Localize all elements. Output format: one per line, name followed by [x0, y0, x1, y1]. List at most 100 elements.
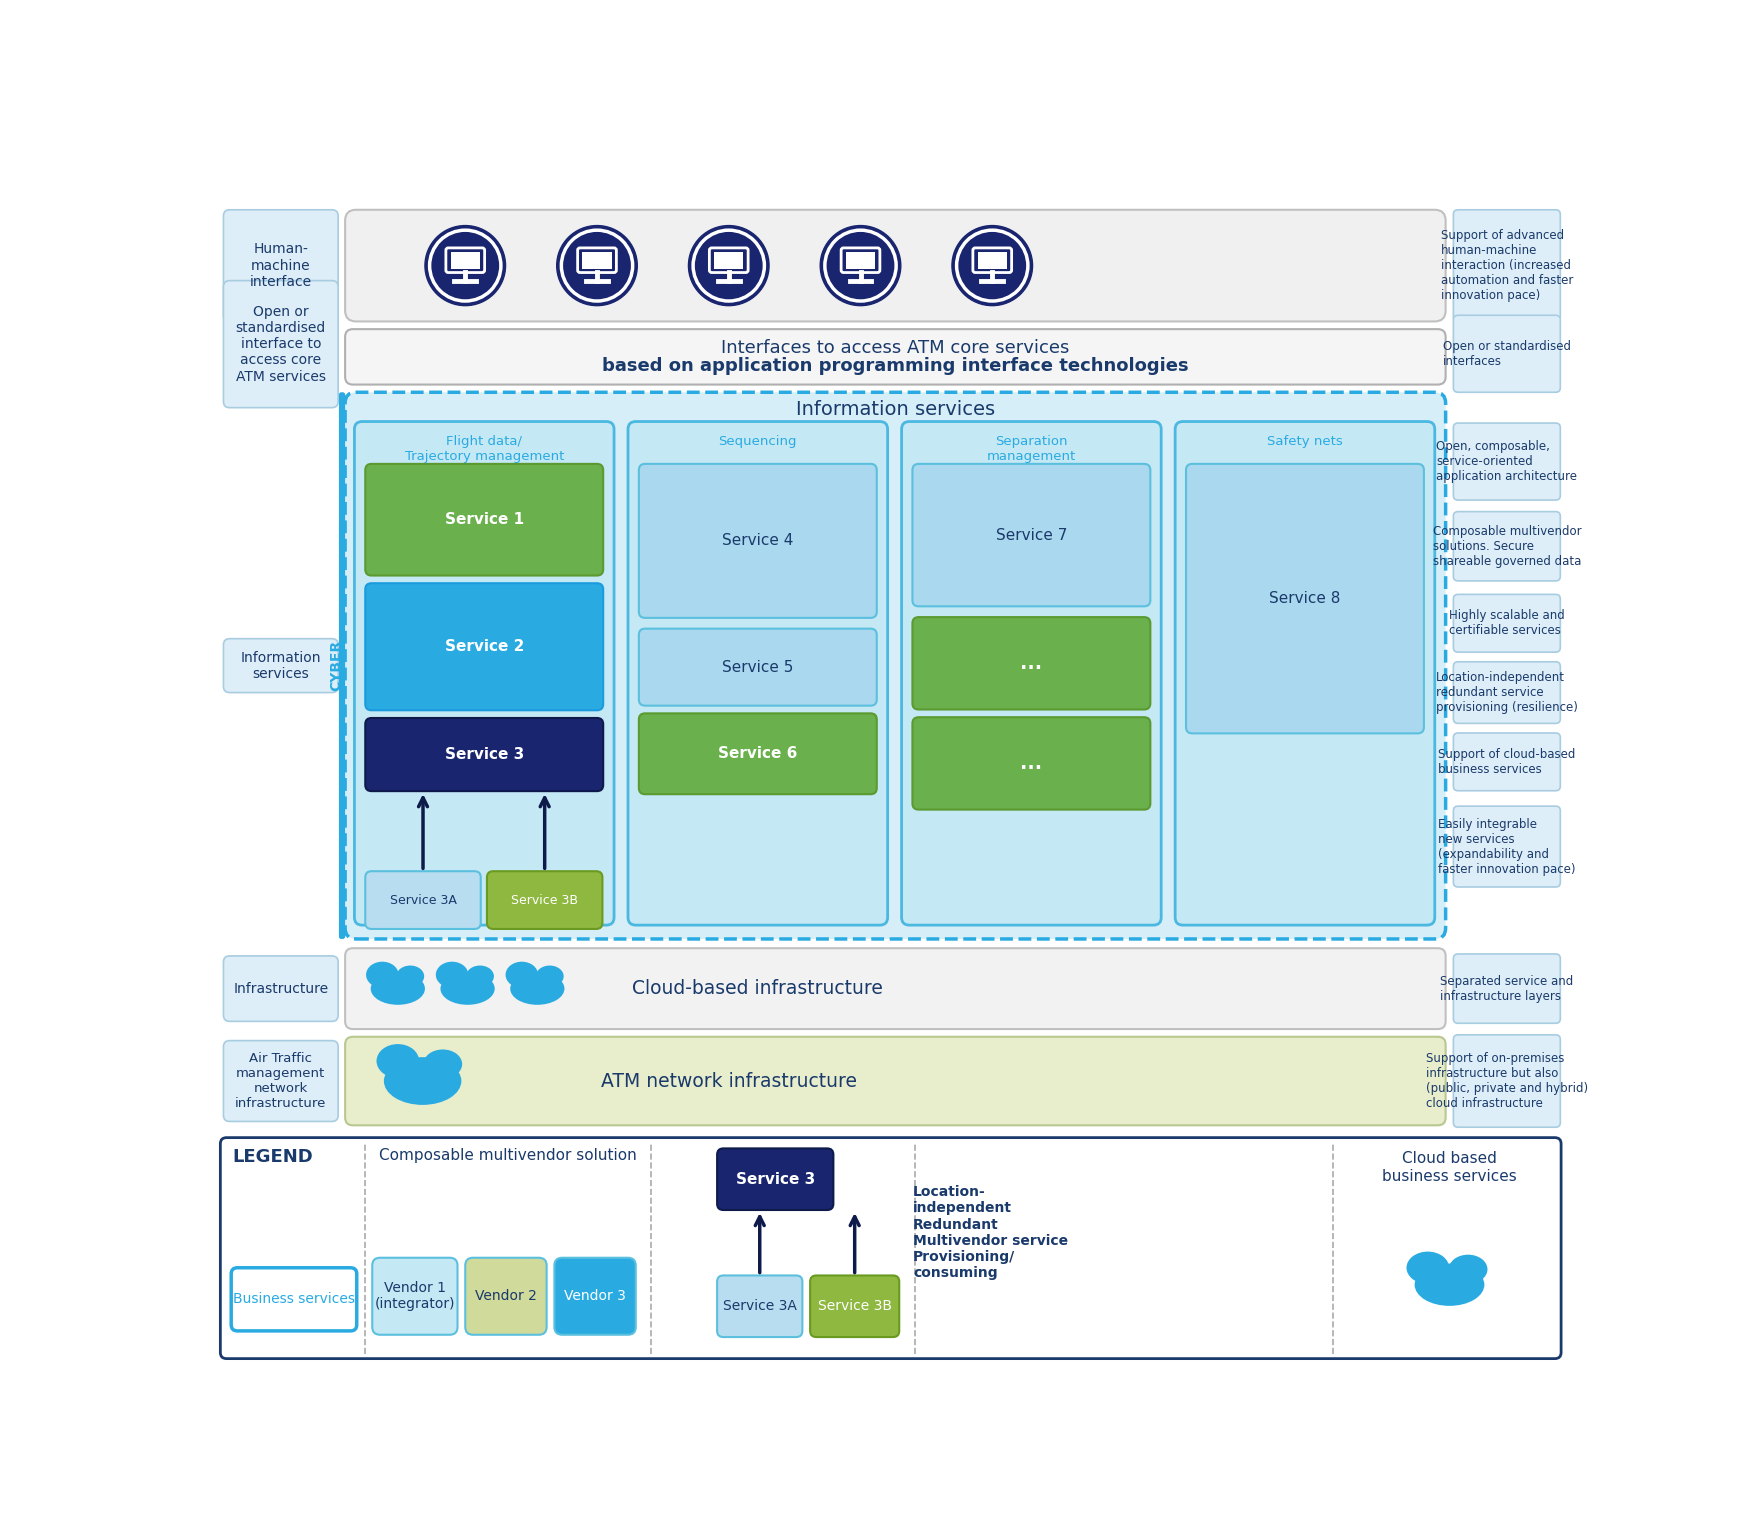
FancyBboxPatch shape [365, 871, 481, 929]
FancyBboxPatch shape [224, 1040, 339, 1121]
FancyBboxPatch shape [1453, 806, 1561, 887]
Text: Business services: Business services [233, 1293, 355, 1307]
Ellipse shape [424, 1050, 462, 1079]
Text: Service 3A: Service 3A [389, 894, 457, 907]
FancyBboxPatch shape [224, 280, 339, 407]
Text: Support of on-premises
infrastructure but also
(public, private and hybrid)
clou: Support of on-premises infrastructure bu… [1425, 1053, 1589, 1111]
FancyBboxPatch shape [447, 248, 485, 272]
Text: Service 5: Service 5 [721, 659, 794, 675]
FancyBboxPatch shape [339, 392, 346, 939]
FancyBboxPatch shape [902, 422, 1161, 926]
FancyBboxPatch shape [1453, 511, 1561, 581]
FancyBboxPatch shape [365, 464, 603, 575]
FancyBboxPatch shape [640, 464, 876, 618]
FancyBboxPatch shape [709, 248, 747, 272]
Text: Service 3A: Service 3A [723, 1299, 796, 1313]
Ellipse shape [384, 1057, 461, 1105]
FancyBboxPatch shape [346, 210, 1446, 321]
FancyBboxPatch shape [365, 583, 603, 710]
Text: Open or
standardised
interface to
access core
ATM services: Open or standardised interface to access… [236, 304, 327, 384]
Text: Service 6: Service 6 [718, 747, 798, 762]
Ellipse shape [1449, 1255, 1488, 1284]
Text: Interfaces to access ATM core services: Interfaces to access ATM core services [721, 338, 1069, 356]
FancyBboxPatch shape [1453, 662, 1561, 724]
Text: Air Traffic
management
network
infrastructure: Air Traffic management network infrastru… [235, 1053, 327, 1111]
Text: Human-
machine
interface: Human- machine interface [250, 242, 311, 289]
FancyBboxPatch shape [973, 248, 1012, 272]
Ellipse shape [466, 965, 494, 987]
FancyBboxPatch shape [487, 871, 603, 929]
Text: Composable multivendor
solutions. Secure
shareable governed data: Composable multivendor solutions. Secure… [1432, 525, 1582, 568]
FancyBboxPatch shape [346, 329, 1446, 384]
Text: Service 3: Service 3 [735, 1172, 815, 1187]
FancyBboxPatch shape [1453, 1034, 1561, 1128]
Text: Cloud based
business services: Cloud based business services [1382, 1152, 1517, 1184]
Text: Location-
independent
Redundant
Multivendor service
Provisioning/
consuming: Location- independent Redundant Multiven… [912, 1186, 1069, 1281]
Text: Support of cloud-based
business services: Support of cloud-based business services [1437, 748, 1576, 776]
Text: Service 8: Service 8 [1269, 591, 1340, 606]
Ellipse shape [535, 965, 563, 987]
Ellipse shape [1415, 1264, 1484, 1307]
FancyBboxPatch shape [718, 1276, 803, 1337]
Text: Service 3: Service 3 [445, 747, 523, 762]
Text: Easily integrable
new services
(expandability and
faster innovation pace): Easily integrable new services (expandab… [1437, 817, 1576, 875]
Ellipse shape [511, 973, 565, 1005]
FancyBboxPatch shape [912, 617, 1151, 710]
Circle shape [426, 225, 506, 306]
FancyBboxPatch shape [627, 422, 888, 926]
FancyBboxPatch shape [224, 638, 339, 693]
Text: Open, composable,
service-oriented
application architecture: Open, composable, service-oriented appli… [1436, 441, 1578, 483]
FancyBboxPatch shape [1453, 733, 1561, 791]
Ellipse shape [506, 962, 539, 988]
FancyBboxPatch shape [372, 1258, 457, 1334]
Text: Sequencing: Sequencing [718, 436, 798, 448]
Text: Separated service and
infrastructure layers: Separated service and infrastructure lay… [1441, 975, 1573, 1002]
FancyBboxPatch shape [577, 248, 617, 272]
Bar [977, 252, 1006, 269]
Ellipse shape [367, 962, 398, 988]
FancyBboxPatch shape [810, 1276, 899, 1337]
Text: Information
services: Information services [240, 650, 322, 681]
Text: Safety nets: Safety nets [1267, 436, 1343, 448]
Text: Vendor 3: Vendor 3 [565, 1290, 626, 1304]
Text: Support of advanced
human-machine
interaction (increased
automation and faster
i: Support of advanced human-machine intera… [1441, 230, 1573, 301]
FancyBboxPatch shape [841, 248, 879, 272]
Text: Flight data/
Trajectory management: Flight data/ Trajectory management [405, 436, 563, 464]
Text: based on application programming interface technologies: based on application programming interfa… [601, 356, 1189, 375]
Text: Service 7: Service 7 [996, 528, 1067, 543]
Bar [450, 252, 480, 269]
Text: Service 3B: Service 3B [817, 1299, 892, 1313]
FancyBboxPatch shape [355, 422, 614, 926]
FancyBboxPatch shape [346, 392, 1446, 939]
Text: CYBER: CYBER [328, 640, 342, 692]
Text: Separation
management: Separation management [987, 436, 1076, 464]
Text: Vendor 2: Vendor 2 [474, 1290, 537, 1304]
FancyBboxPatch shape [1453, 210, 1561, 321]
FancyBboxPatch shape [466, 1258, 547, 1334]
Text: Cloud-based infrastructure: Cloud-based infrastructure [633, 979, 883, 998]
Text: Infrastructure: Infrastructure [233, 982, 328, 996]
FancyBboxPatch shape [346, 1037, 1446, 1125]
Text: Service 3B: Service 3B [511, 894, 579, 907]
FancyBboxPatch shape [1453, 315, 1561, 392]
Text: ...: ... [1020, 653, 1043, 673]
Ellipse shape [1406, 1252, 1449, 1284]
FancyBboxPatch shape [1453, 594, 1561, 652]
FancyBboxPatch shape [718, 1149, 834, 1210]
FancyBboxPatch shape [640, 713, 876, 794]
Ellipse shape [396, 965, 424, 987]
Text: Service 4: Service 4 [721, 534, 794, 548]
FancyBboxPatch shape [1453, 955, 1561, 1024]
Circle shape [688, 225, 768, 306]
Ellipse shape [440, 973, 495, 1005]
Circle shape [820, 225, 900, 306]
FancyBboxPatch shape [224, 210, 339, 321]
FancyBboxPatch shape [231, 1268, 356, 1331]
Text: Open or standardised
interfaces: Open or standardised interfaces [1443, 340, 1571, 367]
FancyBboxPatch shape [912, 718, 1151, 809]
Ellipse shape [370, 973, 426, 1005]
Text: Location-independent
redundant service
provisioning (resilience): Location-independent redundant service p… [1436, 672, 1578, 715]
FancyBboxPatch shape [346, 949, 1446, 1030]
Text: LEGEND: LEGEND [233, 1149, 313, 1166]
FancyBboxPatch shape [1453, 424, 1561, 500]
